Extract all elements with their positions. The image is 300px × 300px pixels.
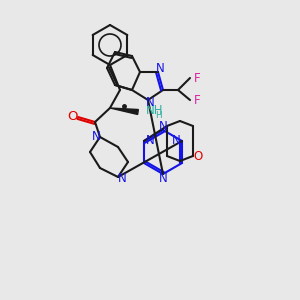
- Text: F: F: [194, 94, 200, 106]
- Text: N: N: [172, 134, 180, 148]
- Text: F: F: [194, 71, 200, 85]
- Text: N: N: [92, 130, 100, 142]
- Text: N: N: [146, 134, 154, 148]
- Text: NH: NH: [146, 103, 164, 116]
- Text: H: H: [155, 110, 161, 119]
- Text: O: O: [193, 149, 203, 163]
- Text: N: N: [146, 97, 154, 110]
- Text: N: N: [156, 61, 164, 74]
- Text: O: O: [67, 110, 77, 124]
- Text: N: N: [159, 172, 167, 185]
- Text: N: N: [118, 172, 126, 184]
- Text: N: N: [159, 119, 167, 133]
- Polygon shape: [110, 108, 138, 115]
